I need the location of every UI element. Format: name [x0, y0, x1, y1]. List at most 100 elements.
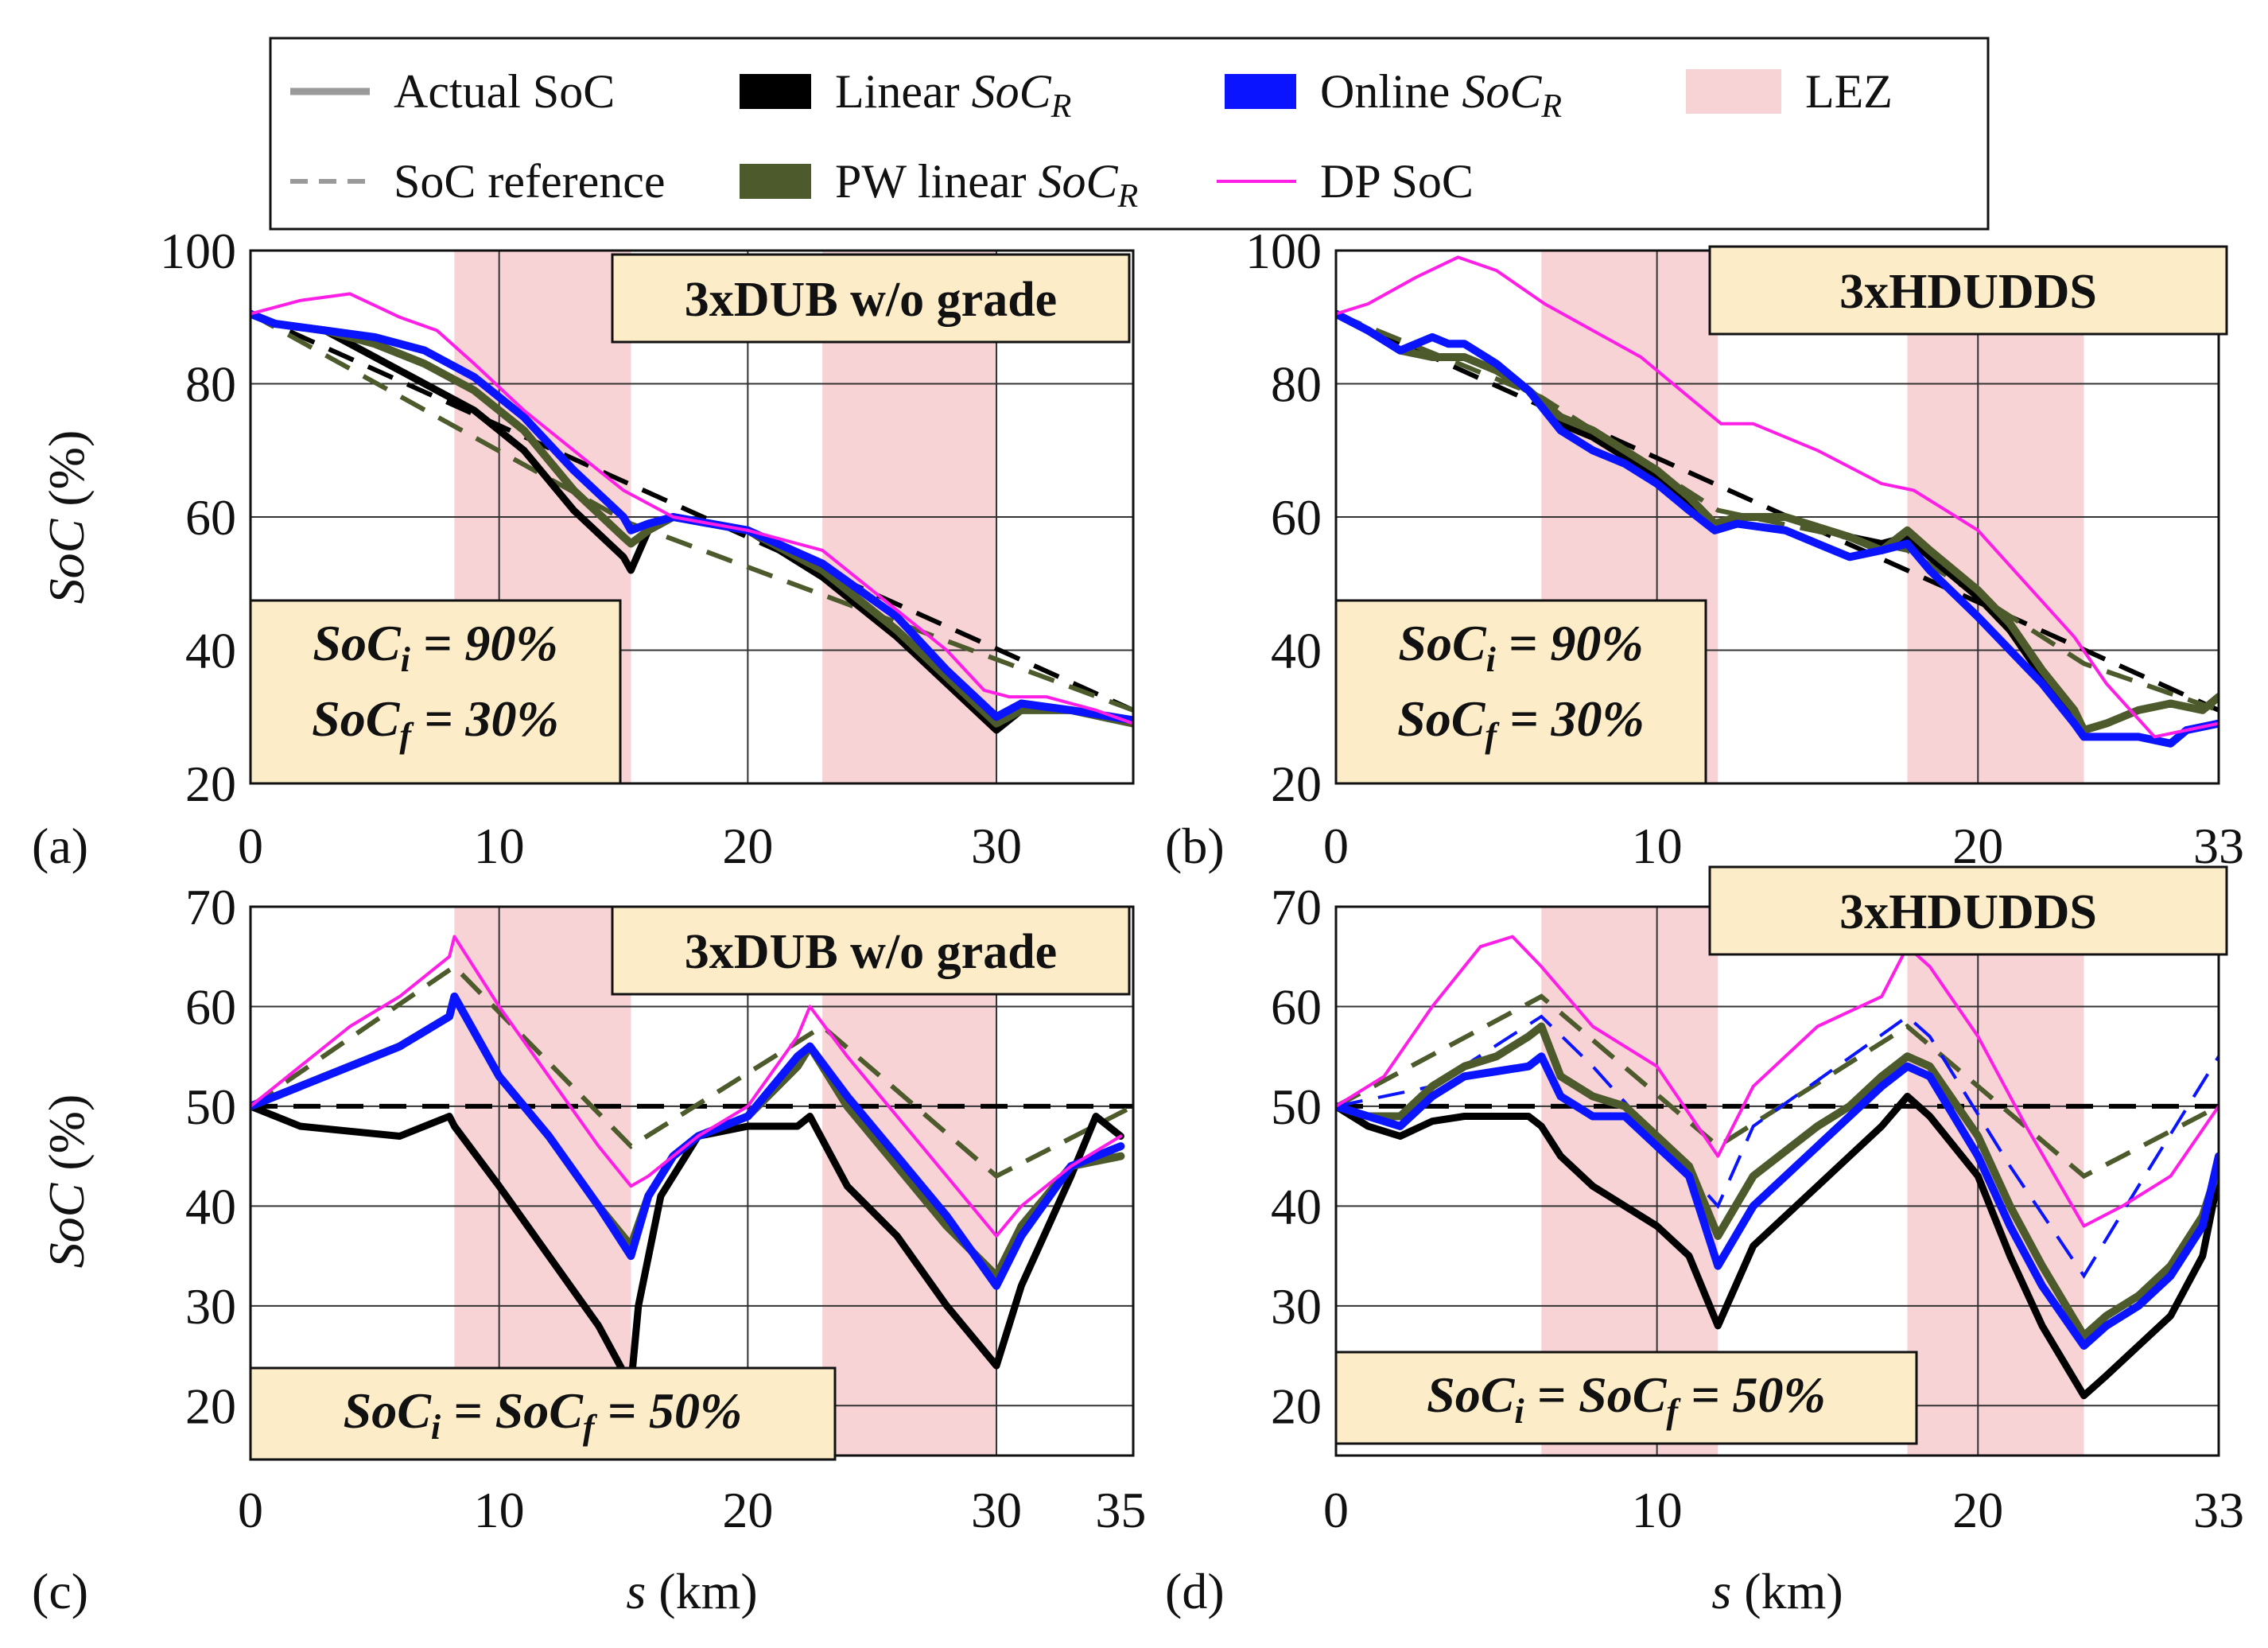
series-dp — [1336, 255, 2219, 739]
chart-title: 3xHDUDDS — [1839, 265, 2097, 319]
panel-label: (a) — [32, 818, 88, 874]
legend-item-linear: Linear SoCR — [740, 65, 1071, 125]
x-tick-label: 20 — [722, 1482, 773, 1538]
legend-label: LEZ — [1805, 65, 1893, 118]
legend-swatch — [740, 164, 811, 199]
y-tick-label: 70 — [185, 879, 236, 935]
y-tick-label: 100 — [160, 223, 236, 279]
legend-label: Online SoCR — [1320, 65, 1562, 125]
reference-line-pw — [1336, 311, 2219, 713]
x-tick-label: 0 — [238, 1482, 263, 1538]
y-tick-label: 20 — [1271, 756, 1322, 812]
annotation-box — [249, 599, 622, 785]
panel-label: (c) — [32, 1563, 88, 1619]
y-tick-label: 60 — [1271, 489, 1322, 546]
annotation-text: SoCi = SoCf = 50% — [1427, 1366, 1826, 1431]
reference-line-online — [1336, 1014, 2219, 1279]
y-tick-label: 30 — [185, 1278, 236, 1335]
x-tick-label: 10 — [474, 1482, 525, 1538]
annotation-text: SoCi = SoCf = 50% — [344, 1382, 743, 1447]
reference-line-pw — [250, 963, 1133, 1180]
annotation-box — [249, 1366, 837, 1461]
reference-line-linear — [250, 311, 1133, 713]
series-dp — [250, 292, 1133, 725]
x-tick-label: 10 — [1632, 1482, 1683, 1538]
y-tick-label: 40 — [1271, 1178, 1322, 1234]
legend-swatch — [1225, 74, 1296, 109]
panel-a: 20 40 60 80 100 0 10 20 30 SoC (%) (a) 3xDUB w/o gr… — [32, 223, 1135, 874]
y-tick-label: 60 — [185, 489, 236, 546]
annotation-text: SoCf = 30% — [1397, 690, 1645, 755]
legend-label: DP SoC — [1320, 155, 1474, 208]
reference-line-linear — [1336, 311, 2219, 713]
series-linear — [250, 1102, 1124, 1390]
y-tick-label: 40 — [1271, 623, 1322, 679]
legend: Actual SoC Linear SoCR Online SoCR LEZ SoC r… — [269, 37, 1990, 231]
x-axis-label: s (km) — [1711, 1563, 1843, 1619]
series-linear — [1336, 1092, 2219, 1400]
chart-title: 3xHDUDDS — [1839, 885, 2097, 939]
legend-label: Actual SoC — [394, 65, 615, 118]
series-online — [250, 309, 1133, 725]
x-tick-label: 0 — [238, 818, 263, 874]
x-axis-label: s (km) — [626, 1563, 757, 1619]
legend-swatch — [1686, 69, 1781, 114]
y-tick-label: 20 — [185, 756, 236, 812]
legend-item-dp: DP SoC — [1217, 155, 1474, 208]
x-tick-label: 33 — [2193, 1482, 2244, 1538]
axes-frame — [249, 249, 1135, 785]
y-tick-label: 40 — [185, 623, 236, 679]
y-tick-label: 80 — [1271, 356, 1322, 413]
y-tick-label: 60 — [185, 978, 236, 1035]
series-online — [1336, 309, 2219, 748]
annotation-box — [1334, 599, 1707, 785]
title-box — [611, 253, 1131, 344]
x-tick-label: 35 — [1095, 1482, 1146, 1538]
series-pw — [1336, 309, 2219, 734]
title-box — [1708, 865, 2228, 956]
title-box — [1708, 245, 2228, 336]
x-tick-label: 30 — [971, 1482, 1022, 1538]
panel-d: 20 30 40 50 60 70 0 10 20 33 s (km) (d) 3xHDUDDS SoCi… — [1165, 865, 2244, 1619]
x-tick-label: 33 — [2193, 818, 2244, 874]
x-tick-label: 20 — [722, 818, 773, 874]
y-tick-label: 100 — [1245, 223, 1322, 279]
series-linear — [250, 310, 1133, 734]
x-tick-label: 20 — [1952, 1482, 2003, 1538]
y-tick-label: 30 — [1271, 1278, 1322, 1335]
series-online — [1336, 1052, 2219, 1350]
x-tick-label: 30 — [971, 818, 1022, 874]
series-dp — [1336, 935, 2219, 1228]
legend-label: PW linear SoCR — [835, 155, 1138, 215]
legend-label: Linear SoCR — [835, 65, 1071, 125]
chart-title: 3xDUB w/o grade — [685, 273, 1057, 327]
chart-title: 3xDUB w/o grade — [685, 925, 1057, 979]
y-tick-label: 50 — [185, 1079, 236, 1135]
y-tick-label: 20 — [1271, 1378, 1322, 1434]
y-tick-label: 40 — [185, 1178, 236, 1234]
x-tick-label: 20 — [1952, 818, 2003, 874]
legend-item-actual: Actual SoC — [290, 65, 615, 118]
legend-item-reference: SoC reference — [290, 155, 665, 208]
legend-item-lez: LEZ — [1686, 65, 1893, 118]
y-tick-label: 70 — [1271, 879, 1322, 935]
reference-line-pw — [1336, 993, 2219, 1180]
annotation-text: SoCi = 90% — [1398, 615, 1643, 679]
series-pw — [250, 309, 1133, 728]
annotation-box — [1334, 1351, 1918, 1445]
y-axis-label: SoC (%) — [38, 1094, 95, 1269]
x-tick-label: 10 — [474, 818, 525, 874]
panel-c: 20 30 40 50 60 70 0 10 20 30 35 SoC (%) s (km) (c) 3xD… — [32, 879, 1146, 1619]
y-tick-label: 80 — [185, 356, 236, 413]
series-pw — [1336, 1022, 2219, 1340]
y-tick-label: 60 — [1271, 978, 1322, 1035]
y-axis-label: SoC (%) — [38, 430, 95, 604]
x-tick-label: 0 — [1323, 1482, 1349, 1538]
panel-label: (b) — [1165, 818, 1225, 874]
y-tick-label: 20 — [185, 1378, 236, 1434]
lez-region — [454, 907, 631, 1456]
y-tick-label: 50 — [1271, 1079, 1322, 1135]
x-tick-label: 10 — [1632, 818, 1683, 874]
